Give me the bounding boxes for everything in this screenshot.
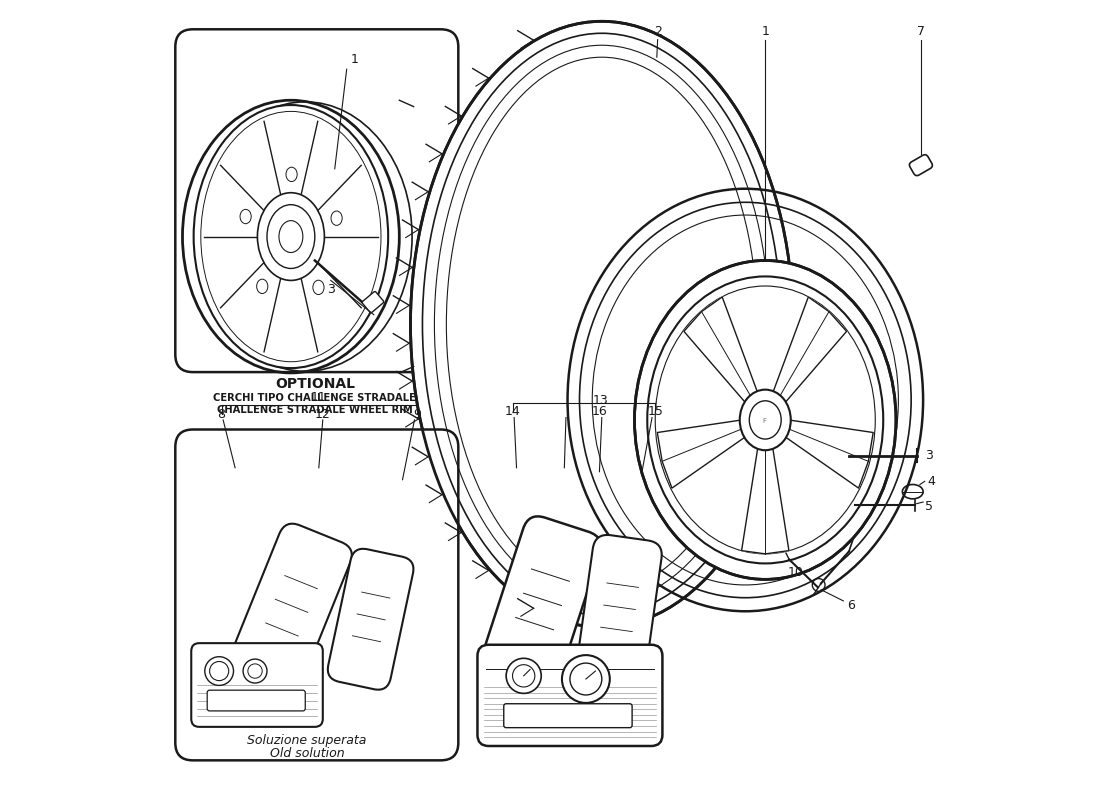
Polygon shape	[772, 297, 847, 405]
Text: 13: 13	[593, 394, 609, 406]
Text: 10: 10	[788, 566, 803, 578]
Circle shape	[506, 658, 541, 694]
Text: 5: 5	[925, 500, 934, 514]
Circle shape	[562, 655, 609, 703]
Text: 1: 1	[761, 25, 769, 38]
Text: 11: 11	[311, 391, 327, 404]
Text: Old solution: Old solution	[270, 746, 344, 760]
Text: 3: 3	[327, 283, 334, 297]
Text: F: F	[762, 418, 767, 424]
Text: Soluzione superata: Soluzione superata	[248, 734, 366, 747]
Polygon shape	[741, 445, 789, 554]
FancyBboxPatch shape	[207, 690, 306, 711]
Text: OPTIONAL: OPTIONAL	[275, 377, 355, 391]
FancyBboxPatch shape	[483, 516, 601, 686]
FancyBboxPatch shape	[578, 535, 662, 683]
Polygon shape	[684, 297, 759, 405]
FancyBboxPatch shape	[362, 291, 384, 313]
Polygon shape	[658, 420, 747, 488]
FancyBboxPatch shape	[191, 643, 322, 727]
Text: 12: 12	[315, 408, 331, 421]
FancyBboxPatch shape	[175, 430, 459, 760]
Ellipse shape	[635, 261, 896, 579]
Text: 15: 15	[647, 406, 663, 418]
Text: 14: 14	[505, 406, 520, 418]
Text: CERCHI TIPO CHALLENGE STRADALE: CERCHI TIPO CHALLENGE STRADALE	[213, 393, 416, 402]
FancyBboxPatch shape	[175, 30, 459, 372]
Text: autoPress: autoPress	[442, 316, 866, 389]
Circle shape	[243, 659, 267, 683]
Text: 9: 9	[412, 408, 421, 421]
FancyBboxPatch shape	[504, 704, 632, 728]
FancyBboxPatch shape	[328, 549, 414, 690]
Text: 2: 2	[653, 25, 661, 38]
Text: 6: 6	[847, 599, 856, 612]
Ellipse shape	[410, 22, 793, 627]
Ellipse shape	[739, 390, 791, 450]
Text: 4: 4	[927, 475, 935, 488]
Ellipse shape	[194, 105, 388, 368]
FancyBboxPatch shape	[477, 645, 662, 746]
Text: 1: 1	[351, 53, 359, 66]
Text: 8: 8	[218, 408, 226, 421]
Text: 16: 16	[592, 406, 607, 418]
FancyBboxPatch shape	[910, 154, 933, 176]
Text: 3: 3	[925, 450, 933, 462]
Text: CHALLENGE STRADALE WHEEL RIM: CHALLENGE STRADALE WHEEL RIM	[217, 405, 412, 414]
Polygon shape	[783, 420, 873, 488]
Ellipse shape	[257, 193, 324, 281]
Text: 7: 7	[916, 25, 925, 38]
Circle shape	[205, 657, 233, 686]
FancyBboxPatch shape	[230, 524, 352, 691]
Text: a passion for parts: a passion for parts	[543, 412, 763, 436]
